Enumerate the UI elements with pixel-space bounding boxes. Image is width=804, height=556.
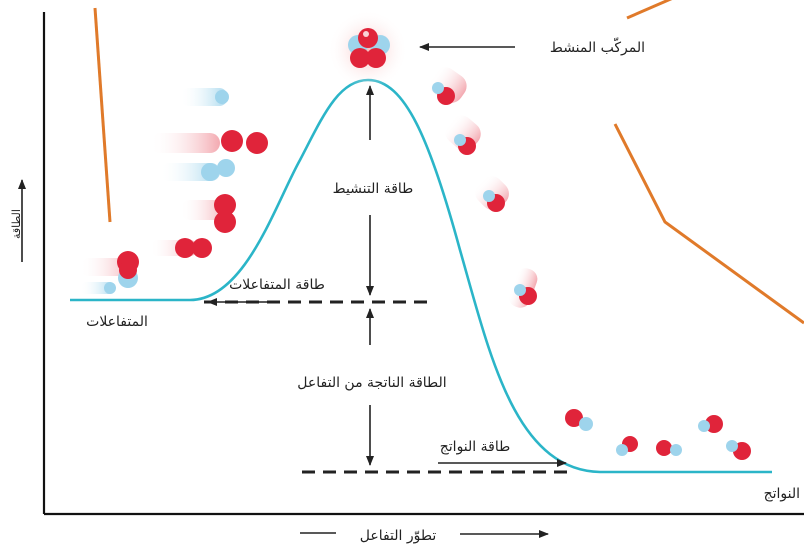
callout-line-right: [613, 123, 804, 325]
molecule-trail-products: [565, 409, 751, 460]
activated-complex-label: المركّب المنشط: [550, 38, 645, 56]
callout-line-reactants: [93, 7, 112, 223]
y-axis-label: الطاقة: [10, 209, 23, 239]
energy-released-label: الطاقة الناتجة من التفاعل: [297, 375, 446, 391]
reactants-label: المتفاعلات: [86, 314, 148, 330]
reactants-energy-label: طاقة المتفاعلات: [229, 277, 325, 293]
molecule-trail-left: [80, 88, 268, 294]
labels: المركّب المنشط طاقة التنشيط طاقة المتفاع…: [10, 38, 800, 544]
x-axis-label: تطوّر التفاعل: [360, 528, 437, 544]
products-label: النواتج: [764, 486, 800, 502]
energy-arrows: [18, 43, 567, 538]
products-energy-label: طاقة النواتج: [440, 439, 511, 455]
axes: [42, 12, 804, 516]
callout-lines: [93, 0, 804, 325]
activation-energy-label: طاقة التنشيط: [333, 181, 414, 197]
activated-complex-molecule: [328, 10, 408, 90]
molecule-trail-right: [429, 67, 538, 308]
dashed-lines: [204, 300, 570, 474]
callout-line-activated-complex: [626, 0, 673, 20]
